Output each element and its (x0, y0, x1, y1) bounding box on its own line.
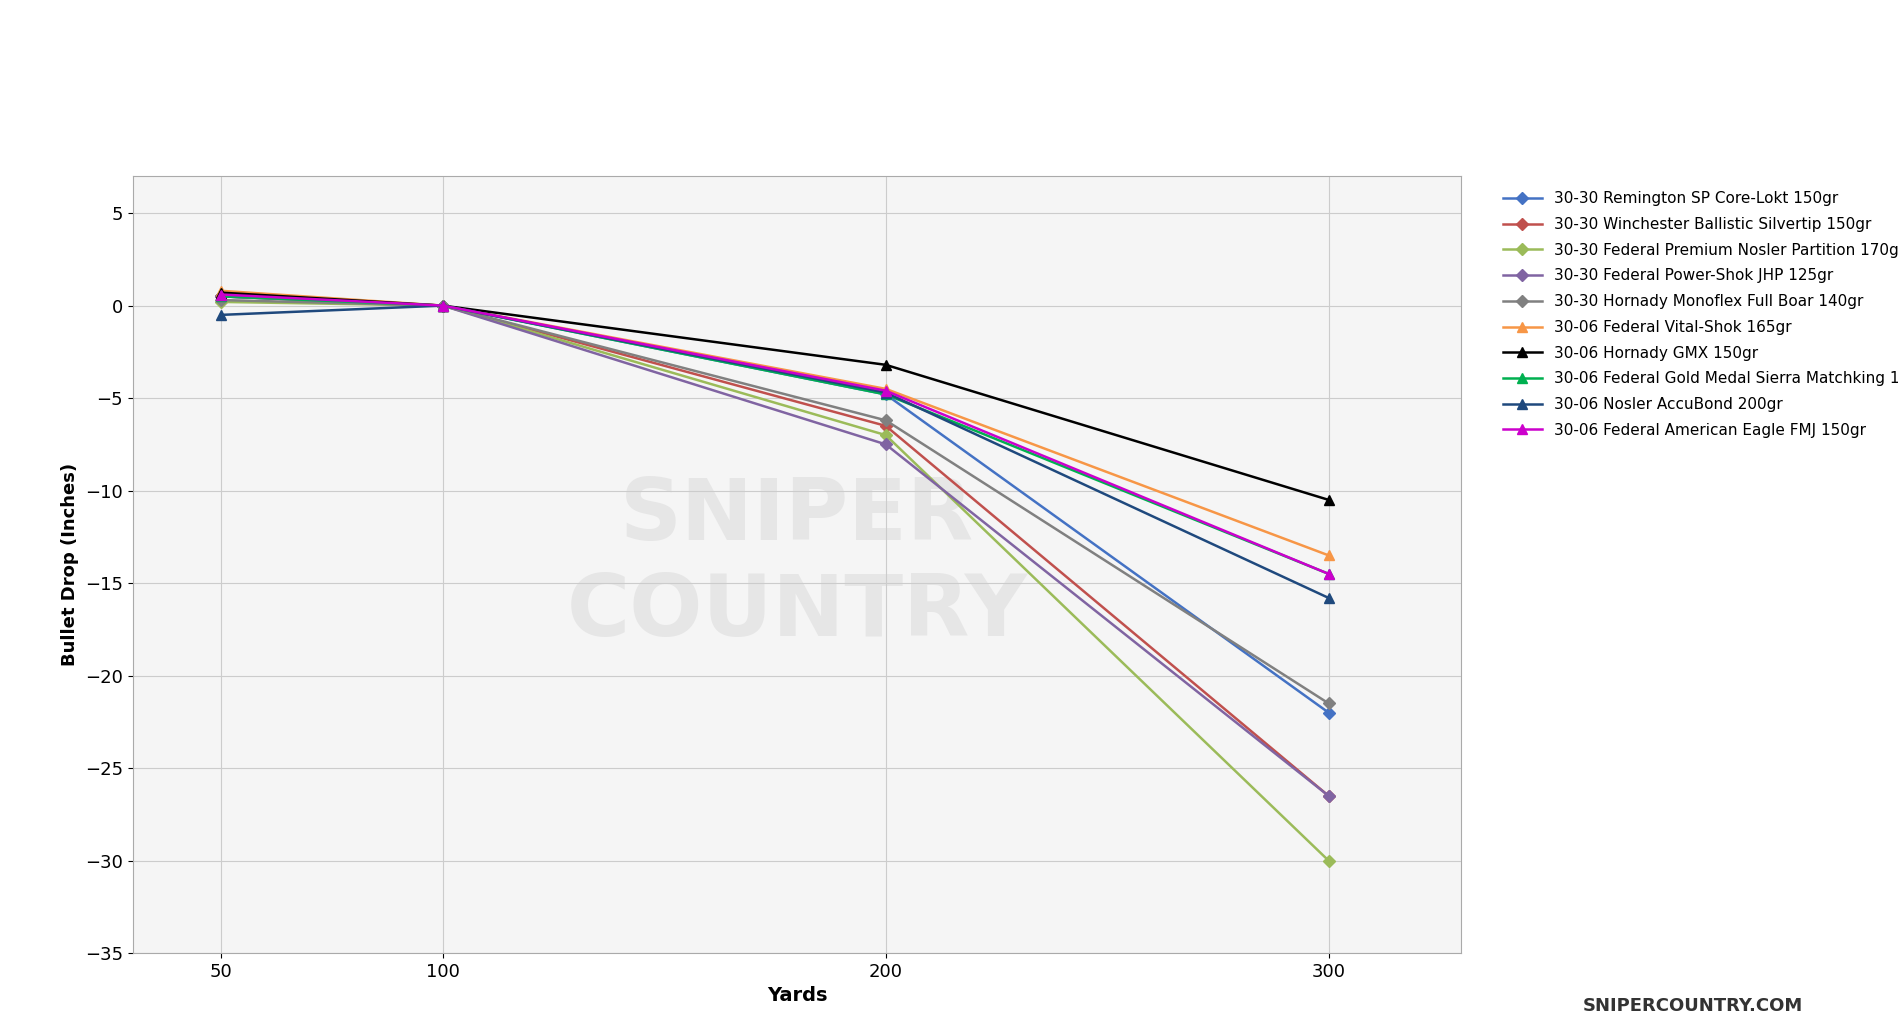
30-30 Winchester Ballistic Silvertip 150gr (1317, 789, 1340, 802)
30-30 Federal Premium Nosler Partition 170gr (1317, 855, 1340, 867)
30-06 Federal American Eagle FMJ 150gr (211, 288, 233, 300)
30-30 Remington SP Core-Lokt 150gr (875, 388, 898, 401)
30-30 Hornady Monoflex Full Boar 140gr (211, 294, 233, 307)
30-06 Federal Vital-Shok 165gr (875, 382, 898, 395)
30-30 Winchester Ballistic Silvertip 150gr (211, 290, 233, 303)
30-06 Nosler AccuBond 200gr (431, 299, 454, 312)
30-06 Federal Vital-Shok 165gr (1317, 549, 1340, 562)
30-06 Nosler AccuBond 200gr (1317, 592, 1340, 604)
Line: 30-30 Federal Premium Nosler Partition 170gr: 30-30 Federal Premium Nosler Partition 1… (216, 297, 1332, 865)
30-06 Nosler AccuBond 200gr (211, 309, 233, 321)
Text: SNIPER
COUNTRY: SNIPER COUNTRY (566, 476, 1029, 654)
30-06 Hornady GMX 150gr (1317, 494, 1340, 507)
30-06 Hornady GMX 150gr (431, 299, 454, 312)
30-06 Hornady GMX 150gr (211, 287, 233, 299)
30-30 Hornady Monoflex Full Boar 140gr (431, 299, 454, 312)
30-06 Federal Gold Medal Sierra Matchking 168gr (431, 299, 454, 312)
30-30 Winchester Ballistic Silvertip 150gr (875, 420, 898, 432)
30-30 Remington SP Core-Lokt 150gr (211, 290, 233, 303)
30-30 Winchester Ballistic Silvertip 150gr (431, 299, 454, 312)
30-30 Federal Power-Shok JHP 125gr (875, 438, 898, 451)
Line: 30-30 Remington SP Core-Lokt 150gr: 30-30 Remington SP Core-Lokt 150gr (216, 292, 1332, 717)
30-06 Federal Gold Medal Sierra Matchking 168gr (211, 290, 233, 303)
Legend: 30-30 Remington SP Core-Lokt 150gr, 30-30 Winchester Ballistic Silvertip 150gr, : 30-30 Remington SP Core-Lokt 150gr, 30-3… (1496, 183, 1898, 445)
Line: 30-06 Federal Gold Medal Sierra Matchking 168gr: 30-06 Federal Gold Medal Sierra Matchkin… (216, 291, 1334, 579)
30-06 Federal Gold Medal Sierra Matchking 168gr (875, 388, 898, 401)
Line: 30-30 Federal Power-Shok JHP 125gr: 30-30 Federal Power-Shok JHP 125gr (216, 292, 1332, 800)
Text: SHORT RANGE TRAJECTORY: SHORT RANGE TRAJECTORY (393, 25, 1505, 94)
30-06 Federal American Eagle FMJ 150gr (1317, 568, 1340, 580)
Text: SNIPERCOUNTRY.COM: SNIPERCOUNTRY.COM (1583, 998, 1803, 1015)
30-30 Federal Premium Nosler Partition 170gr (211, 295, 233, 308)
30-06 Nosler AccuBond 200gr (875, 386, 898, 399)
Line: 30-06 Nosler AccuBond 200gr: 30-06 Nosler AccuBond 200gr (216, 300, 1334, 603)
30-30 Federal Power-Shok JHP 125gr (431, 299, 454, 312)
X-axis label: Yards: Yards (767, 986, 828, 1005)
30-30 Federal Power-Shok JHP 125gr (1317, 789, 1340, 802)
30-30 Federal Premium Nosler Partition 170gr (431, 299, 454, 312)
30-06 Federal Vital-Shok 165gr (211, 285, 233, 297)
30-30 Remington SP Core-Lokt 150gr (1317, 707, 1340, 719)
Line: 30-30 Winchester Ballistic Silvertip 150gr: 30-30 Winchester Ballistic Silvertip 150… (216, 292, 1332, 800)
30-06 Federal Vital-Shok 165gr (431, 299, 454, 312)
30-30 Hornady Monoflex Full Boar 140gr (1317, 697, 1340, 710)
Line: 30-06 Federal Vital-Shok 165gr: 30-06 Federal Vital-Shok 165gr (216, 286, 1334, 560)
30-06 Federal Gold Medal Sierra Matchking 168gr (1317, 568, 1340, 580)
30-06 Hornady GMX 150gr (875, 358, 898, 371)
30-30 Hornady Monoflex Full Boar 140gr (875, 414, 898, 427)
30-30 Remington SP Core-Lokt 150gr (431, 299, 454, 312)
30-06 Federal American Eagle FMJ 150gr (431, 299, 454, 312)
30-30 Federal Power-Shok JHP 125gr (211, 290, 233, 303)
Y-axis label: Bullet Drop (Inches): Bullet Drop (Inches) (61, 463, 80, 666)
Line: 30-06 Hornady GMX 150gr: 30-06 Hornady GMX 150gr (216, 288, 1334, 505)
Line: 30-30 Hornady Monoflex Full Boar 140gr: 30-30 Hornady Monoflex Full Boar 140gr (216, 296, 1332, 708)
30-06 Federal American Eagle FMJ 150gr (875, 384, 898, 397)
Line: 30-06 Federal American Eagle FMJ 150gr: 30-06 Federal American Eagle FMJ 150gr (216, 290, 1334, 579)
30-30 Federal Premium Nosler Partition 170gr (875, 429, 898, 441)
